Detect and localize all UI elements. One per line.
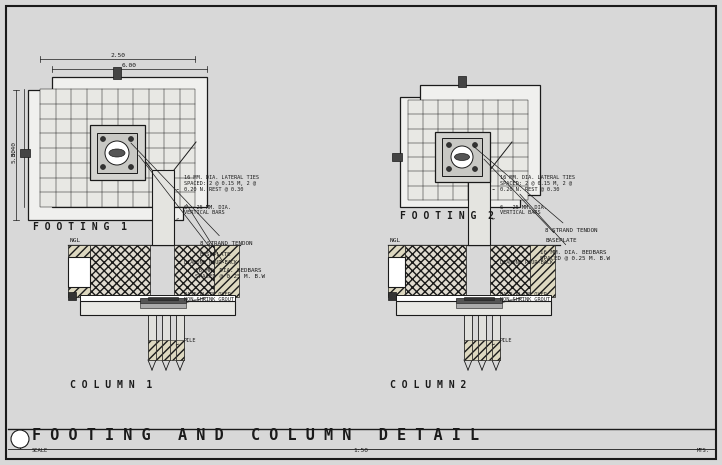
Bar (464, 340, 472, 360)
Bar (68, 245, 90, 297)
Bar (80, 301, 235, 315)
Bar (442, 138, 482, 176)
Bar (458, 76, 466, 87)
Bar (214, 245, 239, 297)
Bar (388, 257, 405, 287)
Text: 16 MM. DIA. BEDBARS
SPACED @ 0.25 M. B.W: 16 MM. DIA. BEDBARS SPACED @ 0.25 M. B.W (186, 204, 265, 279)
Text: BASE PLATE OVER
NON-SHRINK GROUT: BASE PLATE OVER NON-SHRINK GROUT (500, 292, 550, 302)
Text: F O O T I N G  1: F O O T I N G 1 (33, 222, 127, 232)
Text: 16 MM. DIA. LATERAL TIES
SPACED: 2 @ 0.15 M, 2 @
0.20 N. REST @ 0.30: 16 MM. DIA. LATERAL TIES SPACED: 2 @ 0.1… (492, 175, 575, 191)
Text: F O O T I N G  2: F O O T I N G 2 (400, 211, 494, 221)
Bar (392, 153, 402, 161)
Text: BASEPLATE: BASEPLATE (484, 159, 576, 243)
Bar (435, 132, 490, 182)
Bar (68, 257, 90, 287)
Bar (20, 149, 30, 157)
Bar (388, 292, 396, 300)
Text: PILE: PILE (176, 338, 196, 345)
Text: 1:50: 1:50 (354, 448, 368, 453)
Text: 5.80: 5.80 (12, 147, 17, 162)
Bar (68, 292, 76, 300)
Bar (40, 89, 195, 207)
Text: F O O T I N G   A N D   C O L U M N   D E T A I L: F O O T I N G A N D C O L U M N D E T A … (32, 428, 479, 443)
Ellipse shape (455, 153, 469, 160)
Circle shape (105, 141, 129, 165)
Bar (400, 97, 520, 207)
Bar (464, 315, 472, 360)
Text: 8 STRAND TENDON: 8 STRAND TENDON (474, 147, 598, 232)
Text: 16 MM. DIA. BEDBARS
SPACED @ 0.25 M. B.W: 16 MM. DIA. BEDBARS SPACED @ 0.25 M. B.W (520, 194, 610, 260)
Circle shape (472, 142, 477, 147)
Bar (408, 100, 528, 200)
Bar (148, 315, 156, 360)
Text: C O L U M N  1: C O L U M N 1 (70, 380, 152, 390)
Bar (148, 297, 178, 300)
Text: SCALE: SCALE (32, 448, 48, 453)
Circle shape (100, 137, 105, 141)
Text: C O L U M N 2: C O L U M N 2 (390, 380, 466, 390)
Text: BASE PLATE OVER
NON-SHRINK GROUT: BASE PLATE OVER NON-SHRINK GROUT (184, 292, 234, 302)
Text: DIAMOND POUR-BACK: DIAMOND POUR-BACK (500, 260, 553, 270)
Text: BASEPLATE: BASEPLATE (139, 155, 232, 258)
Text: 6 - 25 MM. DIA.
VERTICAL BARS: 6 - 25 MM. DIA. VERTICAL BARS (492, 205, 547, 219)
Circle shape (129, 165, 134, 170)
Bar (396, 301, 551, 315)
Bar (97, 133, 137, 173)
Bar (456, 298, 502, 303)
Bar (468, 170, 490, 245)
Bar (140, 303, 186, 308)
Text: 2.50: 2.50 (110, 53, 125, 58)
Circle shape (11, 430, 29, 448)
Bar (90, 245, 150, 297)
Bar (176, 340, 184, 360)
Bar (478, 340, 486, 360)
Text: DIAMOND POUR-BACK: DIAMOND POUR-BACK (184, 260, 237, 270)
Bar (52, 77, 207, 207)
Bar (530, 245, 555, 297)
Circle shape (451, 146, 473, 168)
Bar (464, 297, 494, 300)
Bar (492, 315, 500, 360)
Text: 16 MM. DIA. LATERAL TIES
SPACED: 2 @ 0.15 M, 2 @
0.20 N. REST @ 0.30: 16 MM. DIA. LATERAL TIES SPACED: 2 @ 0.1… (177, 175, 259, 191)
Bar (490, 245, 530, 297)
Bar (492, 340, 500, 360)
Bar (80, 295, 235, 301)
Bar (478, 315, 486, 360)
Bar (148, 340, 184, 360)
Circle shape (446, 142, 451, 147)
Bar (176, 315, 184, 360)
Text: 8 STRAND TENDON: 8 STRAND TENDON (131, 143, 253, 246)
Text: MTS.: MTS. (697, 448, 710, 453)
Text: 6 - 25 MM. DIA.
VERTICAL BARS: 6 - 25 MM. DIA. VERTICAL BARS (177, 205, 231, 219)
Circle shape (446, 166, 451, 172)
Bar (90, 125, 145, 180)
Bar (162, 315, 170, 360)
Text: PILE: PILE (492, 338, 513, 345)
Circle shape (129, 137, 134, 141)
Text: 6.00: 6.00 (122, 63, 137, 68)
Bar (140, 298, 186, 303)
Text: NGL: NGL (390, 238, 401, 243)
Bar (152, 170, 174, 245)
Bar (456, 303, 502, 308)
Circle shape (100, 165, 105, 170)
Ellipse shape (109, 149, 125, 157)
Circle shape (472, 166, 477, 172)
Text: 3.40: 3.40 (12, 140, 17, 155)
Bar (174, 245, 214, 297)
Bar (162, 340, 170, 360)
Bar (396, 295, 551, 301)
Bar (388, 245, 405, 297)
Bar (148, 340, 156, 360)
Bar (420, 85, 540, 195)
Bar (28, 90, 183, 220)
Text: NGL: NGL (70, 238, 82, 243)
Bar (464, 340, 500, 360)
Bar (405, 245, 466, 297)
Bar (113, 67, 121, 79)
